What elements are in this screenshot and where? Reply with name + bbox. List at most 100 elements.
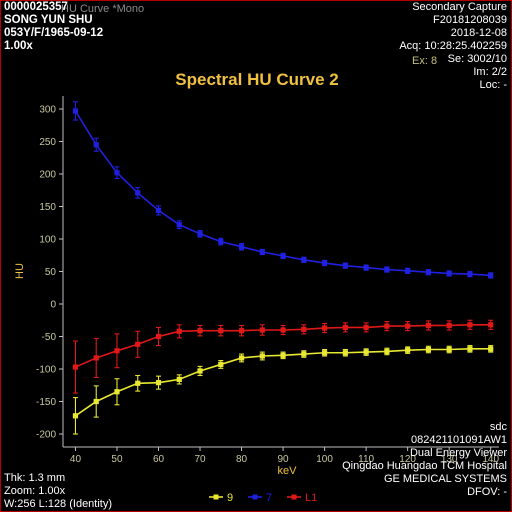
chart-legend: 9 7 L1	[209, 492, 317, 504]
dfov: DFOV: -	[467, 486, 507, 498]
data-point	[135, 190, 141, 196]
data-point	[114, 348, 120, 354]
data-point	[259, 327, 265, 333]
data-point	[384, 323, 390, 329]
x-tick-label: 110	[358, 454, 374, 465]
data-point	[363, 265, 369, 271]
x-tick-label: 40	[70, 454, 82, 465]
data-point	[342, 263, 348, 269]
data-point	[280, 352, 286, 358]
series-number: Se: 3002/10	[447, 53, 507, 65]
data-point	[218, 328, 224, 334]
study-info-overlay: Secondary Capture F20181208039 2018-12-0…	[399, 1, 507, 92]
application-name: Dual Energy Viewer	[409, 447, 507, 459]
data-point	[218, 239, 224, 245]
study-type: Secondary Capture	[412, 1, 507, 13]
operator: sdc	[489, 421, 507, 433]
data-point	[72, 108, 79, 114]
patient-info-overlay: 0000025357 SONG YUN SHU 053Y/F/1965-09-1…	[4, 1, 103, 53]
data-point	[322, 260, 328, 266]
data-point	[93, 398, 99, 405]
x-tick-label: 120	[399, 454, 416, 465]
data-point	[322, 350, 328, 356]
data-point	[114, 389, 120, 395]
data-point	[384, 266, 390, 273]
data-point	[363, 324, 369, 330]
ghost-window-title: HU Curve *Mono	[61, 3, 145, 15]
series-7	[72, 101, 494, 279]
data-point	[384, 348, 390, 355]
data-point	[467, 346, 473, 352]
y-axis-label: HU	[14, 263, 26, 279]
data-point	[197, 328, 203, 334]
legend-marker	[291, 494, 297, 500]
data-point	[488, 322, 494, 328]
data-point	[488, 272, 494, 278]
data-point	[259, 353, 265, 359]
data-point	[488, 346, 494, 352]
patient-name: SONG YUN SHU	[4, 14, 93, 26]
legend-marker	[252, 494, 258, 500]
data-point	[425, 346, 432, 353]
y-tick-label: 100	[39, 235, 56, 246]
image-number: Im: 2/2	[473, 66, 507, 78]
slice-location: Loc: -	[479, 79, 507, 91]
institution-overlay: sdc 082421101091AW1 Dual Energy Viewer Q…	[342, 421, 507, 499]
x-tick-label: 70	[194, 454, 206, 465]
x-tick-label: 130	[441, 454, 458, 465]
x-axis-label: keV	[278, 465, 298, 477]
station-name: 082421101091AW1	[410, 434, 507, 446]
y-tick-label: 50	[45, 267, 57, 278]
y-tick-label: -200	[36, 430, 56, 441]
data-point	[238, 244, 245, 250]
data-point	[114, 170, 120, 176]
data-point	[135, 380, 141, 386]
acquisition-time: Acq: 10:28:25.402259	[399, 40, 507, 52]
patient-id: 0000025357	[4, 1, 68, 13]
data-point	[176, 376, 182, 382]
data-point	[301, 351, 307, 357]
data-point	[135, 341, 141, 347]
data-point	[342, 350, 348, 356]
data-point	[93, 142, 99, 148]
ghost-exam-label: Ex: 8	[412, 55, 438, 67]
data-point	[155, 207, 162, 213]
legend-label: L1	[305, 492, 317, 504]
data-point	[301, 257, 307, 263]
data-point	[72, 413, 79, 419]
data-point	[238, 328, 245, 334]
data-point	[176, 328, 182, 334]
data-point	[93, 355, 99, 361]
data-point	[259, 249, 265, 255]
data-point	[280, 327, 286, 333]
x-tick-label: 140	[482, 454, 499, 465]
data-point	[197, 368, 203, 374]
y-tick-label: 200	[39, 170, 56, 181]
y-tick-label: 300	[39, 105, 56, 116]
y-tick-label: -100	[36, 365, 56, 376]
data-point	[301, 326, 307, 332]
patient-age-sex-dob: 053Y/F/1965-09-12	[4, 27, 104, 39]
data-point	[342, 324, 348, 330]
series-9	[72, 345, 494, 435]
study-date: 2018-12-08	[450, 27, 507, 39]
y-tick-label: 150	[39, 202, 56, 213]
x-tick-label: 100	[316, 454, 333, 465]
zoom-factor: 1.00x	[4, 40, 33, 52]
y-tick-label: -50	[42, 332, 57, 343]
data-point	[197, 231, 203, 237]
data-point	[280, 253, 286, 259]
chart-series	[72, 101, 494, 435]
data-point	[218, 361, 224, 368]
data-point	[176, 222, 182, 228]
data-point	[155, 380, 162, 386]
data-point	[467, 271, 473, 277]
chart-axes: -200 -150 -100 -50 0 50 100 150 200 250 300 40 50 60 7…	[36, 96, 499, 465]
x-tick-label: 80	[236, 454, 248, 465]
y-tick-label: -150	[36, 397, 56, 408]
hospital-name: Qingdao Huangdao TCM Hospital	[342, 460, 507, 472]
data-point	[363, 349, 369, 355]
y-tick-label: 250	[39, 137, 56, 148]
